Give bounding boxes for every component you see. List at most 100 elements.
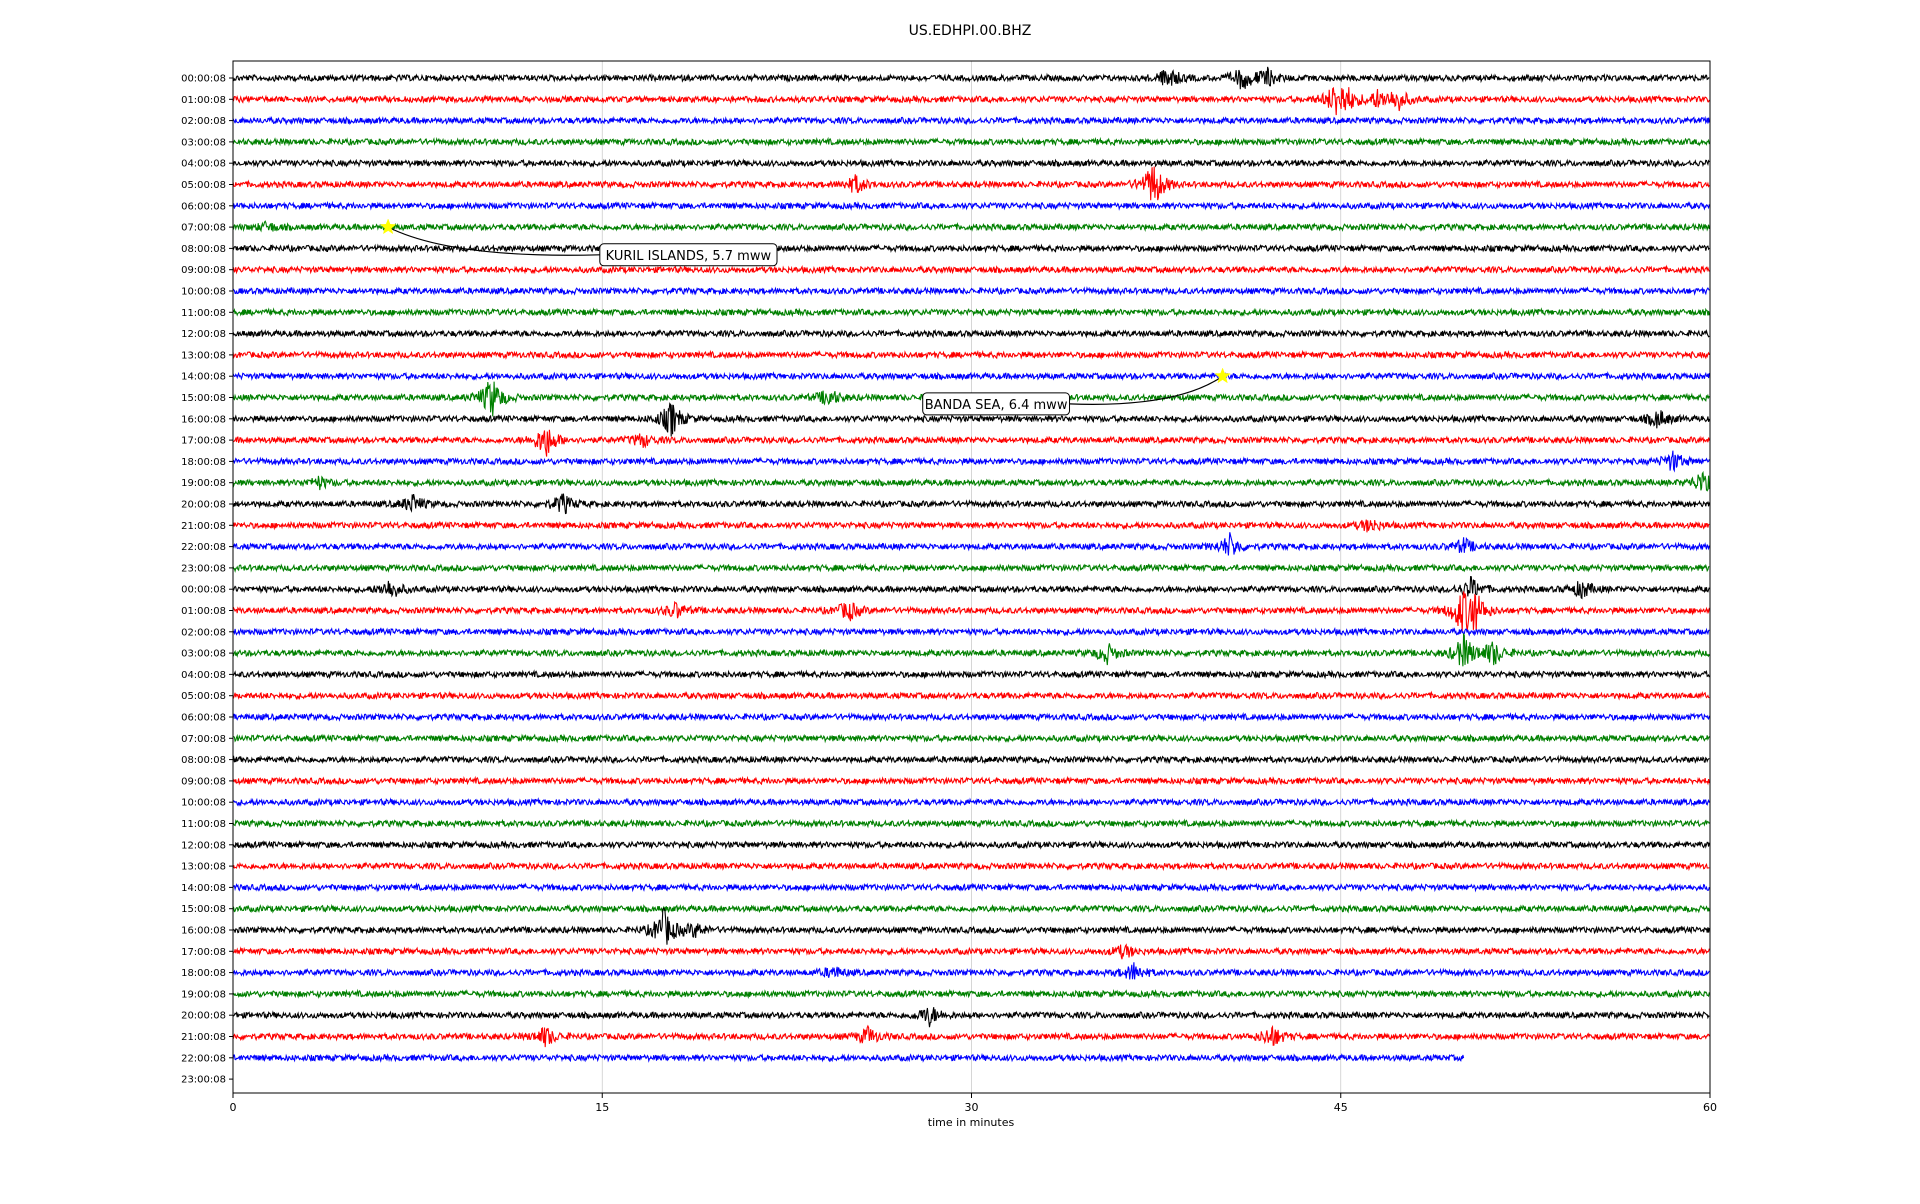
row-time-label: 20:00:08 bbox=[181, 500, 226, 511]
seismic-trace-row bbox=[232, 402, 1710, 437]
seismic-trace-row bbox=[232, 839, 1710, 850]
seismic-trace-row bbox=[232, 711, 1710, 723]
row-time-label: 04:00:08 bbox=[181, 670, 226, 681]
row-time-label: 07:00:08 bbox=[181, 734, 226, 745]
seismic-trace-row bbox=[232, 470, 1710, 492]
row-time-label: 03:00:08 bbox=[181, 137, 226, 148]
row-time-label: 20:00:08 bbox=[181, 1011, 226, 1022]
row-time-label: 09:00:08 bbox=[181, 776, 226, 787]
row-time-label: 06:00:08 bbox=[181, 713, 226, 724]
row-time-label: 18:00:08 bbox=[181, 968, 226, 979]
x-tick-label: 30 bbox=[965, 1101, 979, 1114]
event-star-marker bbox=[379, 218, 397, 235]
seismic-trace-row bbox=[232, 633, 1710, 667]
x-axis: 0 15 30 45 60 bbox=[230, 1093, 1717, 1114]
row-time-label: 04:00:08 bbox=[181, 159, 226, 170]
row-time-label: 01:00:08 bbox=[181, 95, 226, 106]
row-time-label: 17:00:08 bbox=[181, 947, 226, 958]
seismic-trace-row bbox=[232, 264, 1710, 275]
annotation-layer: KURIL ISLANDS, 5.7 mww BANDA SEA, 6.4 mww bbox=[379, 218, 1231, 416]
row-time-label: 13:00:08 bbox=[181, 862, 226, 873]
seismic-trace-row bbox=[232, 86, 1710, 116]
row-time-label: 23:00:08 bbox=[181, 1075, 226, 1086]
seismic-trace-row bbox=[232, 733, 1710, 744]
seismic-trace-row bbox=[232, 328, 1710, 339]
seismic-trace-row bbox=[232, 626, 1710, 637]
seismic-trace-row bbox=[232, 562, 1710, 574]
row-time-label: 10:00:08 bbox=[181, 798, 226, 809]
seismic-trace-row bbox=[232, 220, 1710, 233]
row-time-label: 14:00:08 bbox=[181, 372, 226, 383]
row-time-label: 10:00:08 bbox=[181, 287, 226, 298]
x-tick-label: 45 bbox=[1334, 1101, 1348, 1114]
seismic-trace-row bbox=[232, 882, 1710, 893]
event-connector bbox=[1069, 375, 1223, 405]
seismic-trace-row bbox=[232, 988, 1710, 1000]
seismic-trace-row bbox=[232, 519, 1710, 533]
row-time-label: 14:00:08 bbox=[181, 883, 226, 894]
row-time-label: 12:00:08 bbox=[181, 329, 226, 340]
row-label-layer: 00:00:08 01:00:08 02:00:08 03:00:08 04:00:08… bbox=[181, 74, 233, 1086]
row-time-label: 11:00:08 bbox=[181, 308, 226, 319]
row-time-label: 03:00:08 bbox=[181, 649, 226, 660]
seismic-trace-row bbox=[232, 66, 1710, 90]
seismic-trace-row bbox=[232, 450, 1710, 473]
seismic-trace-row bbox=[232, 371, 1710, 382]
seismic-trace-row bbox=[232, 797, 1710, 808]
seismic-trace-row bbox=[232, 493, 1710, 515]
row-time-label: 05:00:08 bbox=[181, 180, 226, 191]
seismic-trace-row bbox=[232, 532, 1710, 556]
seismic-trace-row bbox=[232, 962, 1710, 980]
seismic-trace-row bbox=[232, 115, 1710, 126]
seismic-trace-row bbox=[232, 136, 1710, 148]
row-time-label: 19:00:08 bbox=[181, 478, 226, 489]
row-time-label: 15:00:08 bbox=[181, 904, 226, 915]
seismic-trace-row bbox=[232, 591, 1710, 633]
seismic-trace-row bbox=[232, 1024, 1710, 1048]
event-connector bbox=[387, 226, 600, 256]
seismic-trace-row bbox=[232, 903, 1710, 914]
event-star-marker bbox=[1214, 367, 1231, 384]
row-time-label: 02:00:08 bbox=[181, 116, 226, 127]
row-time-label: 21:00:08 bbox=[181, 1032, 226, 1043]
row-time-label: 15:00:08 bbox=[181, 393, 226, 404]
row-time-label: 11:00:08 bbox=[181, 819, 226, 830]
event-annotation-label: BANDA SEA, 6.4 mww bbox=[925, 398, 1068, 413]
row-time-label: 07:00:08 bbox=[181, 223, 226, 234]
x-tick-label: 60 bbox=[1703, 1101, 1717, 1114]
row-time-label: 01:00:08 bbox=[181, 606, 226, 617]
seismic-trace-row bbox=[232, 669, 1710, 680]
x-tick-label: 15 bbox=[595, 1101, 609, 1114]
row-time-label: 22:00:08 bbox=[181, 1053, 226, 1064]
seismic-trace-row bbox=[232, 200, 1710, 211]
seismic-trace-row bbox=[232, 754, 1710, 765]
seismic-trace-row bbox=[232, 1007, 1710, 1028]
chart-title: US.EDHPI.00.BHZ bbox=[909, 23, 1032, 39]
row-time-label: 17:00:08 bbox=[181, 436, 226, 447]
seismic-trace-row bbox=[232, 285, 1710, 297]
row-time-label: 21:00:08 bbox=[181, 521, 226, 532]
row-time-label: 00:00:08 bbox=[181, 585, 226, 596]
seismic-trace-row bbox=[232, 1052, 1465, 1063]
row-time-label: 08:00:08 bbox=[181, 755, 226, 766]
seismic-trace-row bbox=[232, 943, 1710, 960]
row-time-label: 22:00:08 bbox=[181, 542, 226, 553]
seismic-trace-row bbox=[232, 349, 1710, 361]
seismic-trace-row bbox=[232, 307, 1710, 318]
seismic-trace-row bbox=[232, 158, 1710, 169]
row-time-label: 23:00:08 bbox=[181, 563, 226, 574]
plot-frame bbox=[232, 60, 1711, 1094]
seismic-trace-row bbox=[232, 690, 1710, 701]
seismic-trace-row bbox=[232, 775, 1710, 787]
row-time-label: 16:00:08 bbox=[181, 414, 226, 425]
seismic-trace-row bbox=[232, 818, 1710, 829]
row-time-label: 12:00:08 bbox=[181, 840, 226, 851]
row-time-label: 16:00:08 bbox=[181, 926, 226, 937]
row-time-label: 13:00:08 bbox=[181, 350, 226, 361]
row-time-label: 09:00:08 bbox=[181, 265, 226, 276]
row-time-label: 06:00:08 bbox=[181, 201, 226, 212]
seismic-trace-row bbox=[232, 429, 1710, 457]
row-time-label: 00:00:08 bbox=[181, 74, 226, 85]
